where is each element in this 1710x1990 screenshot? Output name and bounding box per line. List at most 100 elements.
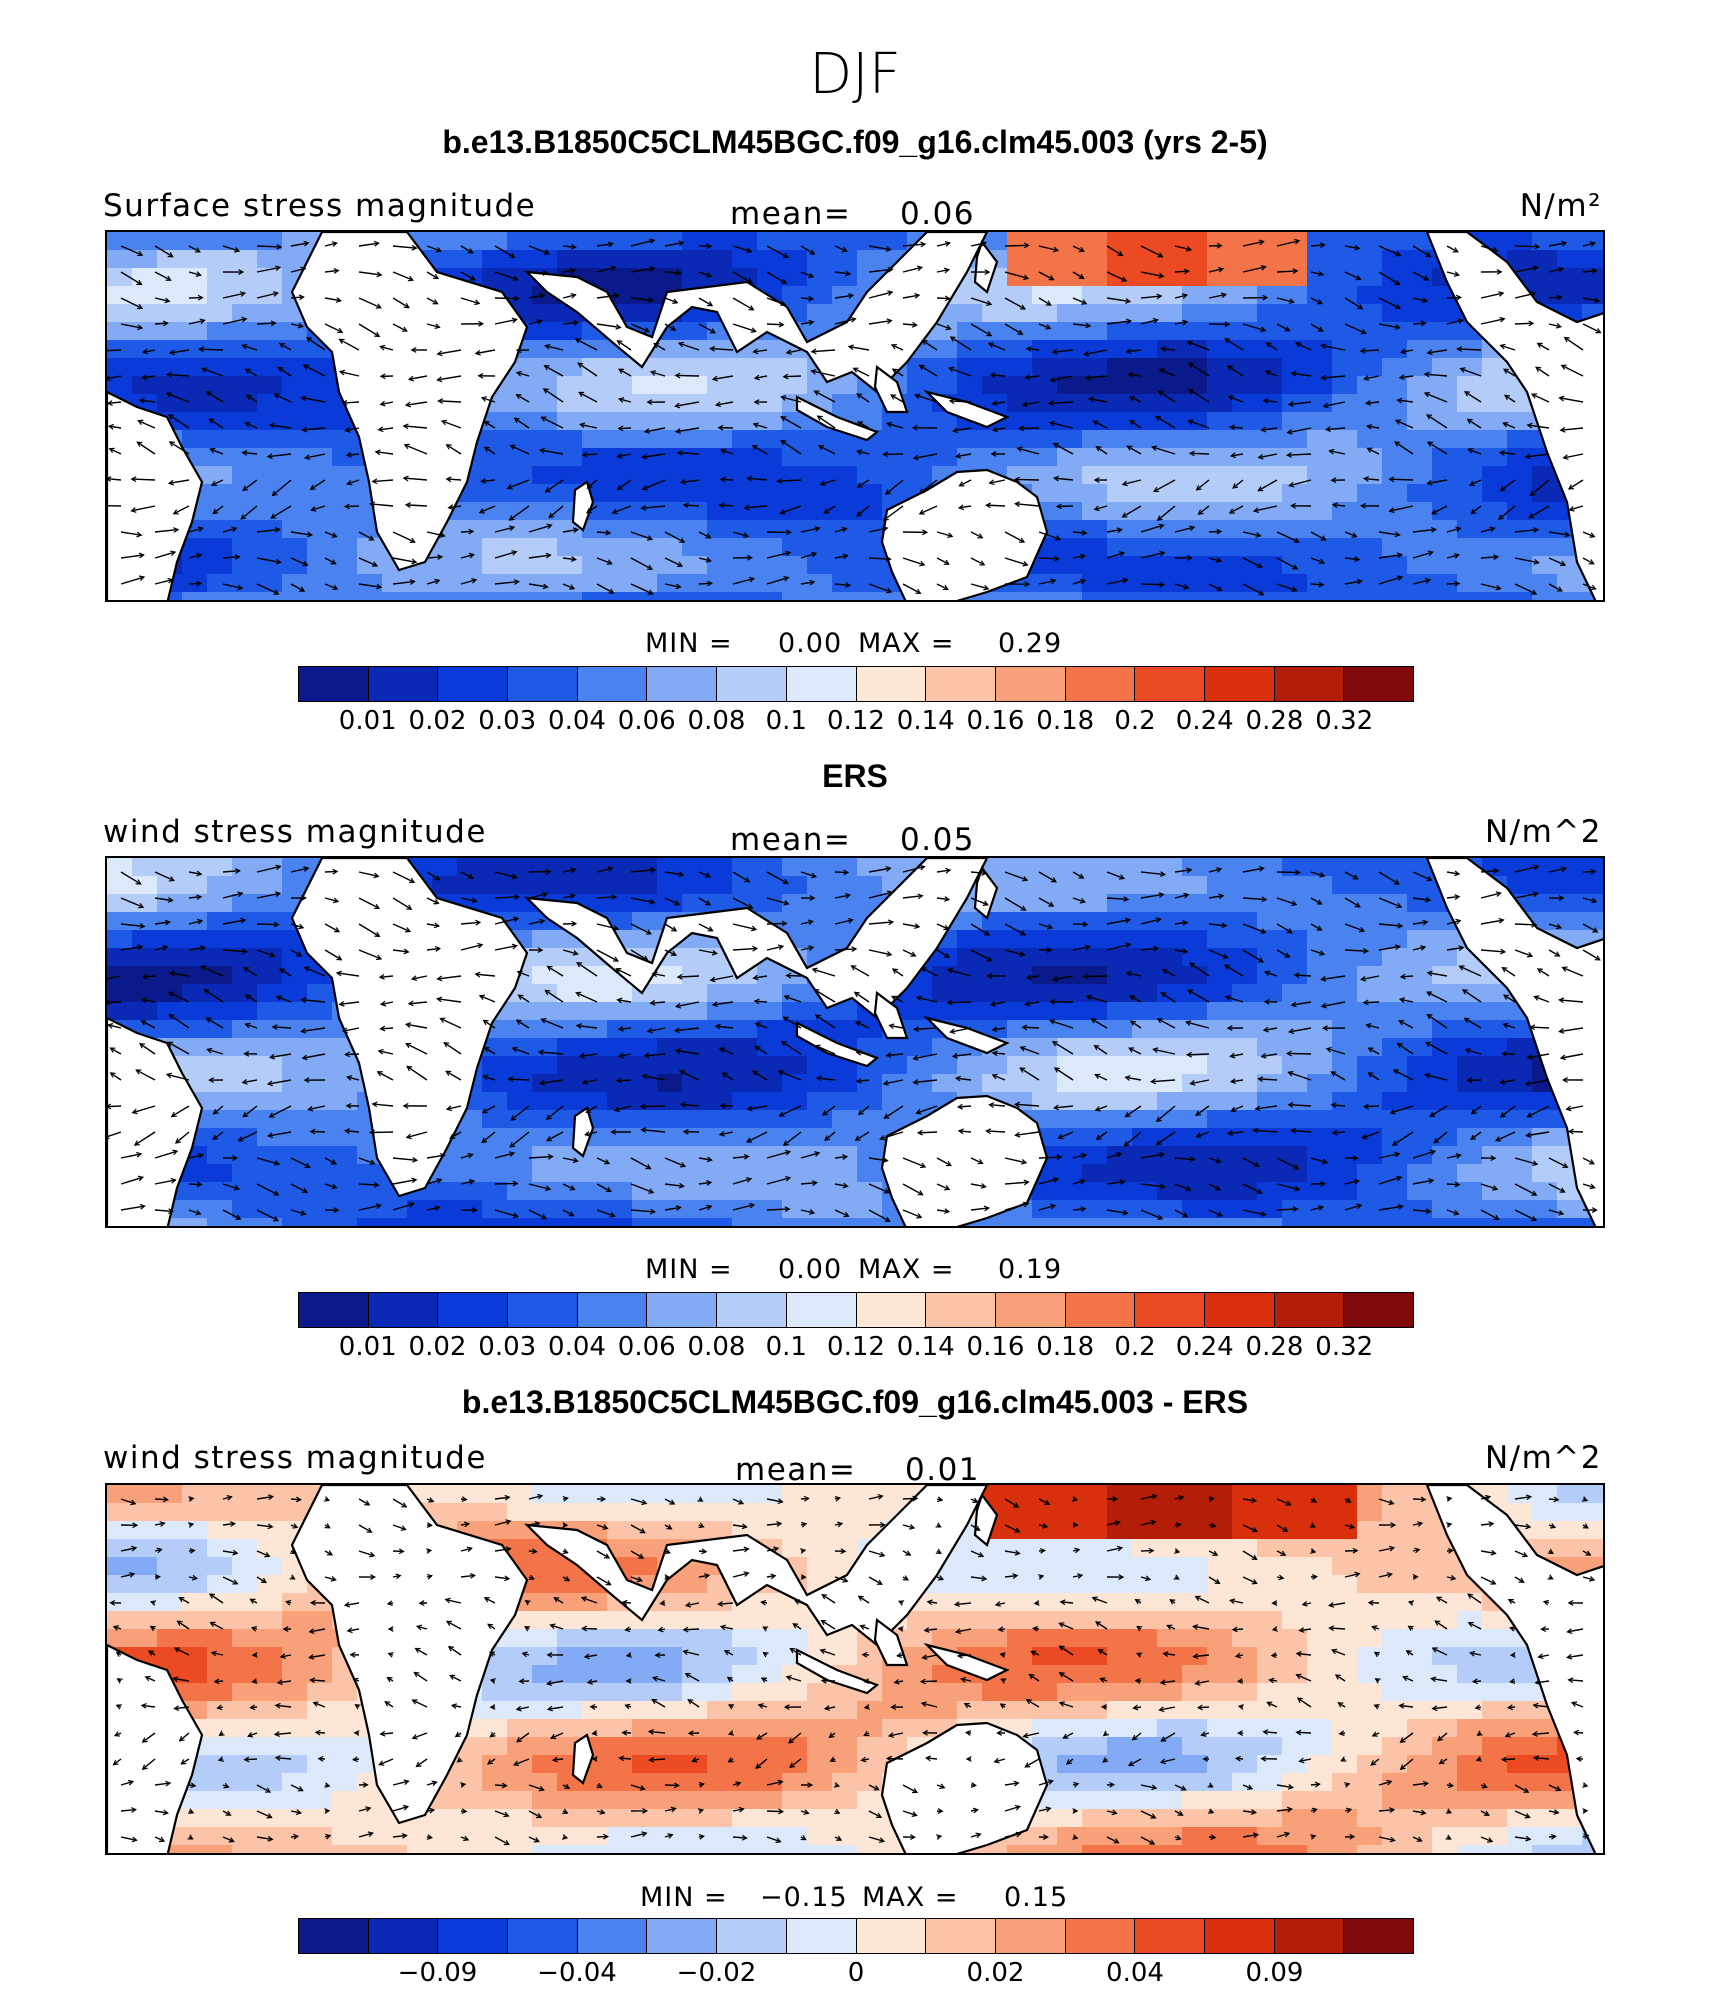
colorbar-box xyxy=(1066,1919,1136,1953)
panel-3-title: b.e13.B1850C5CLM45BGC.f09_g16.clm45.003 … xyxy=(0,1384,1710,1421)
colorbar-box xyxy=(438,1293,508,1327)
colorbar-box xyxy=(857,1919,927,1953)
colorbar-box xyxy=(926,1293,996,1327)
panel-2-max-value: 0.19 xyxy=(998,1254,1062,1285)
colorbar-tick-label: 0.2 xyxy=(1114,1332,1155,1362)
colorbar-tick-label: 0.28 xyxy=(1246,706,1304,736)
colorbar-box xyxy=(1344,1293,1413,1327)
panel-2-map xyxy=(105,856,1605,1228)
colorbar-box xyxy=(1344,667,1413,701)
panel-3-min-value: −0.15 xyxy=(760,1882,848,1913)
colorbar-tick-label: 0.02 xyxy=(409,1332,467,1362)
colorbar-box xyxy=(1275,1293,1345,1327)
colorbar-tick-label: 0.01 xyxy=(339,1332,397,1362)
colorbar-tick-label: 0.06 xyxy=(618,1332,676,1362)
colorbar-box xyxy=(578,1293,648,1327)
panel-1-title: b.e13.B1850C5CLM45BGC.f09_g16.clm45.003 … xyxy=(0,124,1710,161)
panel-2-units: N/m^2 xyxy=(1485,814,1602,850)
panel-1-units: N/m² xyxy=(1520,188,1602,224)
panel-3-max-label: MAX = xyxy=(862,1882,958,1913)
colorbar-box xyxy=(717,1919,787,1953)
colorbar-tick-label: 0.1 xyxy=(766,706,807,736)
panel-1-mean-label: mean= xyxy=(730,196,851,232)
colorbar-box xyxy=(996,1293,1066,1327)
panel-3-colorbar xyxy=(298,1918,1414,1954)
colorbar-box xyxy=(299,1293,369,1327)
panel-3-variable: wind stress magnitude xyxy=(103,1440,487,1476)
colorbar-box xyxy=(926,1919,996,1953)
colorbar-box xyxy=(787,1919,857,1953)
colorbar-tick-label: 0.14 xyxy=(897,706,955,736)
colorbar-box xyxy=(438,1919,508,1953)
panel-1-max-label: MAX = xyxy=(858,628,954,659)
panel-3-min-label: MIN = xyxy=(640,1882,728,1913)
panel-2-max-label: MAX = xyxy=(858,1254,954,1285)
panel-3-map xyxy=(105,1483,1605,1855)
colorbar-box xyxy=(508,1293,578,1327)
colorbar-tick-label: 0.16 xyxy=(967,1332,1025,1362)
colorbar-tick-label: 0.18 xyxy=(1036,1332,1094,1362)
colorbar-tick-label: 0.32 xyxy=(1315,706,1373,736)
colorbar-box xyxy=(717,1293,787,1327)
panel-1-variable: Surface stress magnitude xyxy=(103,188,536,224)
colorbar-tick-label: 0.1 xyxy=(766,1332,807,1362)
colorbar-tick-label: 0.12 xyxy=(827,1332,885,1362)
panel-2-min-value: 0.00 xyxy=(778,1254,842,1285)
panel-2-variable: wind stress magnitude xyxy=(103,814,487,850)
colorbar-box xyxy=(787,667,857,701)
panel-2-min-label: MIN = xyxy=(645,1254,733,1285)
colorbar-tick-label: 0.04 xyxy=(548,706,606,736)
panel-1-min-label: MIN = xyxy=(645,628,733,659)
colorbar-tick-label: 0.2 xyxy=(1114,706,1155,736)
colorbar-tick-label: 0.06 xyxy=(618,706,676,736)
colorbar-box xyxy=(717,667,787,701)
colorbar-box xyxy=(647,1919,717,1953)
panel-3-units: N/m^2 xyxy=(1485,1440,1602,1476)
colorbar-box xyxy=(647,667,717,701)
colorbar-box xyxy=(438,667,508,701)
colorbar-tick-label: −0.09 xyxy=(398,1958,478,1988)
panel-1-map xyxy=(105,230,1605,602)
panel-1-max-value: 0.29 xyxy=(998,628,1062,659)
colorbar-tick-label: 0.32 xyxy=(1315,1332,1373,1362)
colorbar-tick-label: 0.28 xyxy=(1246,1332,1304,1362)
colorbar-box xyxy=(578,1919,648,1953)
colorbar-box xyxy=(996,667,1066,701)
colorbar-box xyxy=(1275,667,1345,701)
colorbar-tick-label: −0.04 xyxy=(537,1958,617,1988)
colorbar-box xyxy=(299,1919,369,1953)
colorbar-tick-label: 0.04 xyxy=(548,1332,606,1362)
colorbar-box xyxy=(1066,667,1136,701)
panel-2-title: ERS xyxy=(0,758,1710,795)
panel-1-colorbar xyxy=(298,666,1414,702)
colorbar-box xyxy=(1275,1919,1345,1953)
colorbar-tick-label: 0.18 xyxy=(1036,706,1094,736)
colorbar-tick-label: 0.24 xyxy=(1176,706,1234,736)
colorbar-box xyxy=(1205,667,1275,701)
panel-3-max-value: 0.15 xyxy=(1004,1882,1068,1913)
colorbar-box xyxy=(926,667,996,701)
colorbar-tick-label: 0.01 xyxy=(339,706,397,736)
panel-2-colorbar xyxy=(298,1292,1414,1328)
colorbar-tick-label: −0.02 xyxy=(677,1958,757,1988)
colorbar-tick-label: 0.02 xyxy=(409,706,467,736)
colorbar-tick-label: 0.03 xyxy=(478,1332,536,1362)
colorbar-tick-label: 0.04 xyxy=(1106,1958,1164,1988)
colorbar-box xyxy=(857,1293,927,1327)
colorbar-box xyxy=(1205,1293,1275,1327)
colorbar-box xyxy=(1066,1293,1136,1327)
colorbar-tick-label: 0 xyxy=(848,1958,865,1988)
colorbar-tick-label: 0.24 xyxy=(1176,1332,1234,1362)
colorbar-box xyxy=(1135,1293,1205,1327)
colorbar-box xyxy=(1344,1919,1413,1953)
panel-2-mean-label: mean= xyxy=(730,822,851,858)
colorbar-box xyxy=(369,667,439,701)
colorbar-tick-label: 0.12 xyxy=(827,706,885,736)
colorbar-box xyxy=(1135,667,1205,701)
colorbar-box xyxy=(508,1919,578,1953)
colorbar-box xyxy=(787,1293,857,1327)
colorbar-box xyxy=(369,1919,439,1953)
